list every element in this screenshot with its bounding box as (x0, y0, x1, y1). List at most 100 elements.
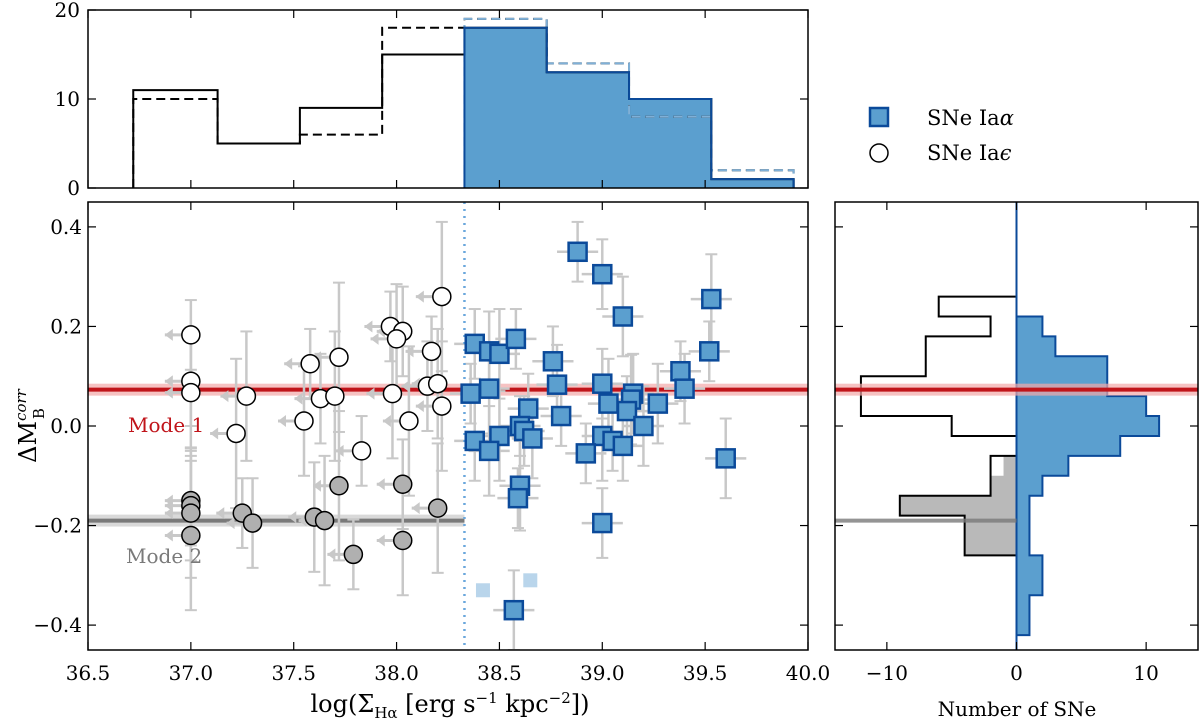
alpha-square-marker (505, 328, 527, 350)
upper-limit-arrow-head (327, 548, 336, 561)
main-x-tick-label: 37.0 (169, 661, 214, 685)
side-histogram-plot (835, 202, 1198, 650)
upper-limit-arrow-head (164, 529, 173, 542)
main-x-tick-label: 39.0 (580, 661, 625, 685)
upper-limit-arrow-head (382, 415, 391, 428)
upper-limit-arrow-head (164, 386, 173, 399)
x-axis-label: log(ΣHα [erg s−1 kpc−2]) (311, 689, 590, 722)
main-y-tick-label: 0.0 (50, 414, 82, 438)
upper-limit-arrow-head (312, 479, 321, 492)
main-scatter: 36.5 37.0 37.5 38.0 38.5 39.0 39.5 40.0 −0.4 −0.2… (12, 201, 830, 722)
upper-limit-arrow-head (294, 392, 303, 405)
epsilon-circle-marker (386, 329, 407, 349)
alpha-square-marker (489, 425, 510, 447)
epsilon-grey-circle-marker (392, 530, 413, 551)
alpha-square-marker (567, 241, 588, 263)
main-x-tick-label: 36.5 (66, 661, 111, 685)
alpha-square-marker (542, 351, 564, 372)
epsilon-grey-circle-marker (181, 503, 201, 523)
legend-alpha-marker (868, 106, 890, 128)
alpha-square-marker (592, 373, 613, 394)
side-epsilon-step (859, 276, 1018, 636)
side-x-tick-label: 0 (1010, 661, 1023, 685)
legend-alpha-label: SNe Iaα (927, 106, 1014, 130)
mode1-label: Mode 1 (128, 413, 204, 437)
upper-limit-arrow-head (164, 507, 173, 520)
main-scatter-ticks: 36.5 37.0 37.5 38.0 38.5 39.0 39.5 40.0 −0.4 −0.2… (33, 202, 830, 685)
alpha-square-marker (507, 487, 529, 509)
alpha-square-marker (670, 360, 691, 382)
alpha-square-marker (478, 440, 500, 462)
mode2-label: Mode 2 (126, 544, 202, 568)
epsilon-circle-marker (427, 373, 448, 394)
main-x-tick-label: 40.0 (786, 661, 831, 685)
alpha-square-marker (612, 435, 634, 457)
epsilon-circle-marker (432, 396, 452, 416)
epsilon-circle-marker (294, 411, 314, 431)
alpha-square-marker (460, 383, 481, 404)
upper-limit-arrow-head (164, 375, 173, 388)
upper-limit-arrow-head (278, 415, 286, 428)
side-epsilon-grey-fill (899, 276, 1017, 636)
alpha-square-marker (575, 443, 597, 464)
upper-limit-arrow-head (216, 507, 225, 520)
legend-epsilon-marker (869, 143, 889, 163)
top-histogram-ticks: 0 10 20 (55, 0, 809, 200)
upper-limit-arrow-head (220, 390, 229, 403)
upper-limit-arrow-head (370, 332, 379, 345)
upper-limit-arrow-head (415, 290, 424, 303)
epsilon-circle-marker (181, 382, 201, 403)
alpha-square-marker (598, 393, 619, 414)
side-histogram-ticks: −10 0 10 (835, 202, 1198, 685)
y-axis-label: ΔMcorrB (12, 388, 48, 463)
alpha-square-marker (715, 448, 736, 469)
main-y-tick-label: 0.4 (50, 215, 82, 239)
epsilon-circle-marker (329, 347, 349, 368)
epsilon-circle-marker (300, 354, 320, 374)
upper-limit-arrow-head (288, 511, 297, 524)
epsilon-grey-circle-marker (427, 498, 448, 518)
main-x-tick-label: 38.5 (477, 661, 522, 685)
alpha-square-marker (674, 378, 695, 399)
alpha-square-marker (550, 405, 572, 427)
epsilon-grey-circle-marker (329, 475, 349, 496)
main-x-tick-label: 37.5 (271, 661, 316, 685)
epsilon-circle-marker (236, 386, 257, 406)
upper-limit-arrow-head (366, 387, 375, 400)
alpha-square-marker (616, 400, 638, 422)
main-scatter-plot (88, 202, 808, 650)
upper-limit-arrow-head (364, 320, 373, 333)
upper-limit-arrow-head (284, 357, 293, 370)
epsilon-grey-circle-marker (343, 544, 364, 565)
upper-limit-arrow-head (226, 517, 235, 530)
epsilon-grey-circle-marker (392, 474, 413, 494)
alpha-square-marker (592, 263, 613, 285)
upper-limit-arrow-head (401, 380, 410, 393)
legend-epsilon-label: SNe Iaϵ (927, 141, 1012, 165)
top-histogram-plot (132, 17, 795, 188)
epsilon-circle-marker (325, 386, 345, 406)
legend: SNe Iaα SNe Iaϵ (868, 106, 1014, 165)
epsilon-circle-marker (181, 325, 201, 345)
upper-limit-arrow-head (164, 328, 173, 341)
epsilon-circle-marker (399, 411, 419, 431)
side-histogram: −10 0 10 Number of SNe (834, 201, 1199, 721)
main-y-tick-label: −0.4 (33, 613, 82, 637)
top-alpha-step (463, 26, 795, 188)
alpha-square-marker (647, 393, 669, 414)
epsilon-circle-marker (421, 341, 442, 362)
alpha-square-marker (633, 415, 654, 437)
epsilon-circle-marker (226, 423, 246, 444)
alpha-square-marker (701, 288, 722, 310)
epsilon-grey-circle-marker (242, 513, 263, 533)
main-x-tick-label: 38.0 (374, 661, 419, 685)
top-alpha-dashed-step (463, 17, 795, 188)
main-y-tick-label: 0.2 (50, 314, 82, 338)
faint-square-marker (523, 573, 538, 588)
alpha-square-marker (478, 378, 500, 399)
upper-limit-arrow-head (210, 427, 219, 440)
alpha-square-marker (546, 374, 568, 395)
epsilon-circle-marker (432, 286, 452, 307)
side-alpha-step (1015, 276, 1161, 637)
